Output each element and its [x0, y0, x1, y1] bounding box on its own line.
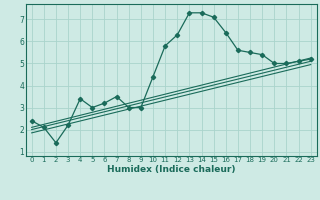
- X-axis label: Humidex (Indice chaleur): Humidex (Indice chaleur): [107, 165, 236, 174]
